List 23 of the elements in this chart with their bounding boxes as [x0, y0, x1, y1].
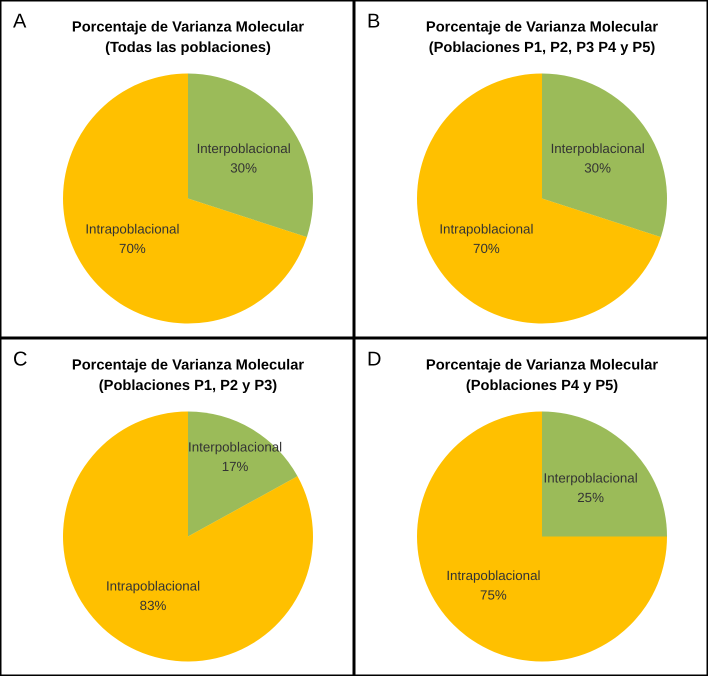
slice-label: Intrapoblacional [446, 568, 540, 583]
data-label: 70% [119, 241, 146, 256]
data-label: 25% [577, 490, 604, 506]
chart-title: Porcentaje de Varianza Molecular (Poblaciones P1, P2, P3 P4 y P5) [426, 19, 658, 56]
slice-label: Intrapoblacional [85, 222, 180, 237]
data-label: 75% [480, 587, 507, 602]
text: D [367, 348, 382, 370]
data-label: 83% [140, 598, 166, 613]
chart-title: Porcentaje de Varianza Molecular (Poblaciones P1, P2 y P3) [72, 357, 304, 394]
slice-label: Intrapoblacional [106, 578, 200, 594]
text: B [367, 10, 380, 32]
data-label: 70% [473, 241, 500, 256]
text: C [13, 348, 28, 370]
data-label: 17% [222, 459, 249, 474]
slice-label: Interpoblacional [544, 470, 638, 486]
slice-label: Interpoblacional [196, 140, 291, 156]
slice-label: Interpoblacional [550, 140, 645, 156]
slice-label: Intrapoblacional [439, 222, 534, 237]
text: A [13, 10, 27, 32]
chart-title: Porcentaje de Varianza Molecular (Poblaciones P4 y P5) [426, 357, 658, 394]
chart-title: Porcentaje de Varianza Molecular (Todas las poblaciones) [72, 19, 304, 56]
data-label: 30% [230, 160, 258, 176]
data-label: 30% [584, 160, 612, 176]
